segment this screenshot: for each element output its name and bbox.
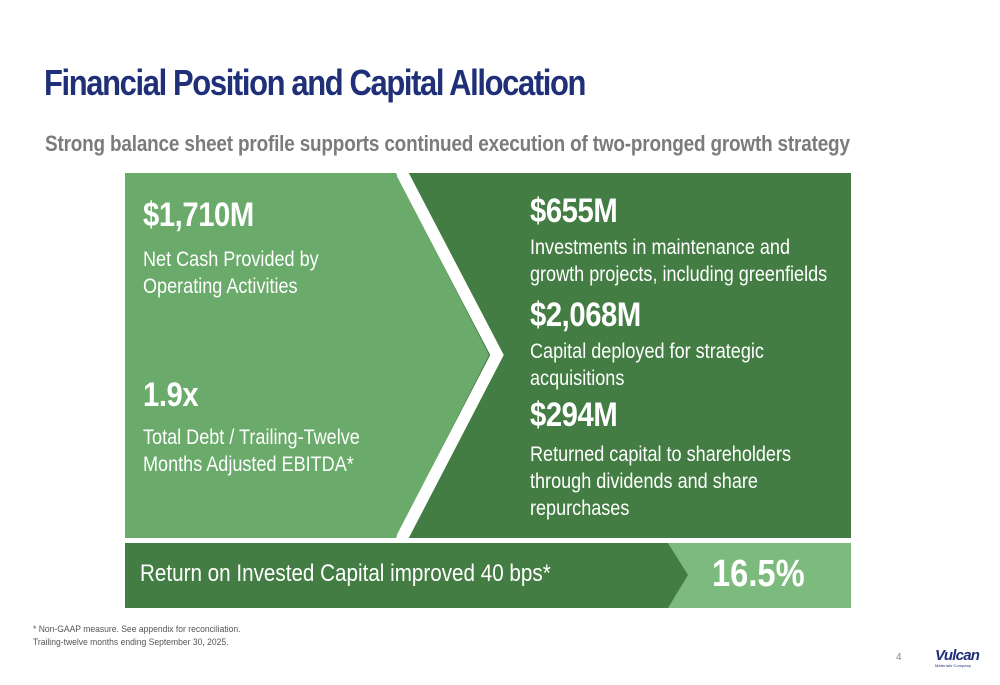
chevron-divider <box>396 170 504 541</box>
acquisitions-desc: Capital deployed for strategic acquisiti… <box>530 338 764 392</box>
shareholder-returns-desc-line: repurchases <box>530 497 630 520</box>
leverage-desc: Total Debt / Trailing-Twelve Months Adju… <box>143 424 360 478</box>
leverage-value: 1.9x <box>143 376 199 414</box>
acquisitions-desc-line: Capital deployed for strategic <box>530 340 764 363</box>
leverage-desc-line: Total Debt / Trailing-Twelve <box>143 426 360 449</box>
shareholder-returns-desc: Returned capital to shareholders through… <box>530 441 791 522</box>
capex-desc: Investments in maintenance and growth pr… <box>530 234 827 288</box>
logo-subtitle: Materials Company <box>935 663 972 668</box>
roic-value-box <box>668 543 851 608</box>
page-title: Financial Position and Capital Allocatio… <box>44 62 586 103</box>
net-cash-desc: Net Cash Provided by Operating Activitie… <box>143 246 319 300</box>
logo-wordmark: Vulcan <box>935 647 980 664</box>
net-cash-desc-line: Operating Activities <box>143 275 298 298</box>
acquisitions-desc-line: acquisitions <box>530 367 625 390</box>
leverage-desc-line: Months Adjusted EBITDA* <box>143 453 354 476</box>
footnote-non-gaap: * Non-GAAP measure. See appendix for rec… <box>33 624 241 635</box>
dark-green-panel <box>405 173 851 538</box>
shareholder-returns-value: $294M <box>530 396 618 434</box>
net-cash-value: $1,710M <box>143 196 254 234</box>
capex-desc-line: growth projects, including greenfields <box>530 263 828 286</box>
acquisitions-value: $2,068M <box>530 296 641 334</box>
roic-label: Return on Invested Capital improved 40 b… <box>140 560 551 587</box>
shareholder-returns-desc-line: Returned capital to shareholders <box>530 443 792 466</box>
vulcan-logo: Vulcan Materials Company <box>935 647 980 668</box>
roic-value: 16.5% <box>712 553 805 595</box>
capex-value: $655M <box>530 192 618 230</box>
page-number: 4 <box>896 652 902 663</box>
page-subtitle: Strong balance sheet profile supports co… <box>45 131 850 156</box>
light-green-arrow-panel <box>125 173 489 538</box>
footnote-ttm: Trailing-twelve months ending September … <box>33 637 229 648</box>
capex-desc-line: Investments in maintenance and <box>530 236 791 259</box>
shareholder-returns-desc-line: through dividends and share <box>530 470 758 493</box>
net-cash-desc-line: Net Cash Provided by <box>143 248 319 271</box>
